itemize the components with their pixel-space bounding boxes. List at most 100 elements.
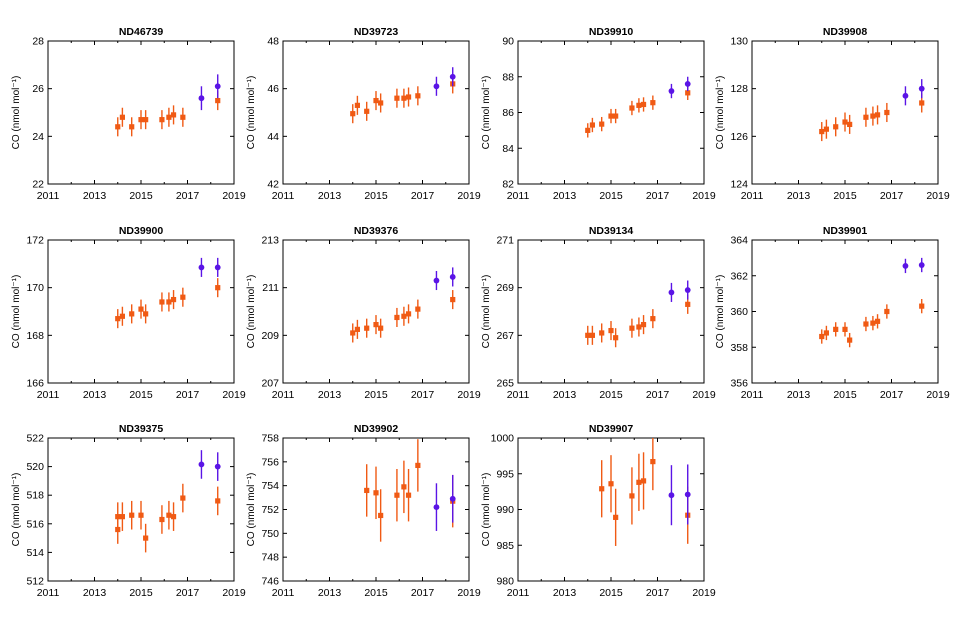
- y-tick-label: 518: [26, 490, 44, 502]
- panel-nd39902: ND39902 2011 2013 2015 2017 2019 746 748 750 752 7…: [246, 423, 481, 599]
- orange-square-point: [180, 495, 186, 501]
- data-layer: [585, 280, 691, 348]
- y-tick-label: 130: [730, 36, 748, 48]
- x-tick-label: 2015: [833, 190, 857, 202]
- y-tick-label: 44: [267, 131, 279, 143]
- orange-square-point: [405, 311, 412, 317]
- panel-title: ND39901: [823, 225, 868, 237]
- y-tick-label: 995: [496, 468, 514, 480]
- orange-square-point: [833, 326, 839, 332]
- orange-square-point: [166, 299, 172, 305]
- panel-nd39134: ND39134 2011 2013 2015 2017 2019 265 267 269 271 C…: [481, 225, 716, 401]
- panel-title: ND39134: [589, 225, 634, 237]
- x-tick-label: 2017: [411, 190, 435, 202]
- x-tick-label: 2011: [507, 389, 530, 401]
- y-tick-label: 42: [267, 179, 279, 191]
- blue-circle-point: [198, 264, 205, 271]
- orange-square-point: [823, 330, 829, 336]
- orange-square-point: [629, 325, 635, 331]
- x-tick-label: 2019: [222, 587, 246, 599]
- y-tick-label: 356: [730, 378, 748, 390]
- orange-square-point: [129, 311, 135, 317]
- data-layer: [350, 67, 456, 124]
- y-tick-label: 170: [26, 282, 44, 294]
- panel-nd39907: ND39907 2011 2013 2015 2017 2019 980 985 990 995 1…: [481, 423, 716, 599]
- panel-nd39376: ND39376 2011 2013 2015 2017 2019 207 209 211 213 C…: [246, 225, 481, 401]
- x-tick-label: 2019: [692, 587, 716, 599]
- panel-nd39723: ND39723 2011 2013 2015 2017 2019 42 44 46 48 CO (n…: [246, 26, 481, 202]
- y-axis-label: CO (nmol mol⁻¹): [11, 473, 22, 547]
- x-tick-label: 2011: [741, 190, 764, 202]
- blue-circle-point: [449, 274, 456, 280]
- y-tick-label: 166: [26, 378, 44, 390]
- panel-title: ND39908: [823, 26, 868, 38]
- data-layer: [115, 257, 221, 329]
- y-tick-label: 124: [730, 179, 748, 191]
- orange-square-point: [599, 330, 605, 336]
- y-tick-label: 267: [496, 330, 514, 342]
- orange-square-point: [394, 95, 400, 101]
- blue-circle-point: [668, 88, 675, 94]
- data-layer: [819, 257, 925, 348]
- orange-square-point: [215, 97, 221, 104]
- orange-square-point: [599, 486, 605, 492]
- blue-circle-point: [433, 277, 440, 284]
- y-tick-label: 364: [730, 235, 748, 247]
- x-tick-label: 2011: [272, 190, 295, 202]
- y-tick-label: 520: [26, 461, 44, 473]
- orange-square-point: [640, 101, 647, 108]
- orange-square-point: [119, 114, 125, 120]
- orange-square-point: [847, 121, 853, 128]
- x-tick-label: 2017: [646, 389, 670, 401]
- y-tick-label: 514: [26, 547, 44, 559]
- y-tick-label: 754: [261, 480, 279, 492]
- y-tick-label: 985: [496, 540, 514, 552]
- data-layer: [350, 267, 456, 343]
- blue-circle-point: [214, 264, 221, 271]
- orange-square-point: [405, 94, 412, 100]
- y-tick-label: 752: [261, 504, 279, 516]
- orange-square-point: [143, 117, 149, 123]
- y-tick-label: 48: [267, 36, 279, 48]
- orange-square-point: [394, 492, 400, 498]
- orange-square-point: [115, 514, 121, 520]
- y-axis-label: CO (nmol mol⁻¹): [715, 275, 726, 349]
- panel-title: ND39900: [119, 225, 164, 237]
- x-tick-label: 2011: [37, 389, 60, 401]
- orange-square-point: [884, 308, 890, 315]
- orange-square-point: [401, 313, 407, 319]
- orange-square-point: [129, 124, 135, 130]
- orange-square-point: [819, 128, 825, 135]
- data-layer: [115, 450, 221, 553]
- y-tick-label: 211: [262, 282, 279, 294]
- data-layer: [585, 76, 691, 138]
- orange-square-point: [115, 124, 121, 130]
- y-tick-label: 128: [730, 83, 748, 95]
- orange-square-point: [629, 105, 635, 111]
- data-layer: [364, 439, 456, 542]
- y-tick-label: 172: [26, 235, 44, 247]
- x-tick-label: 2015: [364, 587, 388, 599]
- orange-square-point: [354, 102, 360, 108]
- orange-square-point: [589, 122, 595, 128]
- orange-square-point: [170, 514, 177, 520]
- orange-square-point: [589, 332, 595, 338]
- x-tick-label: 2011: [507, 190, 530, 202]
- y-tick-label: 126: [730, 131, 748, 143]
- orange-square-point: [819, 333, 825, 340]
- orange-square-point: [401, 484, 407, 490]
- y-axis-label: CO (nmol mol⁻¹): [11, 275, 22, 349]
- x-tick-label: 2015: [129, 587, 153, 599]
- y-axis-label: CO (nmol mol⁻¹): [481, 275, 492, 349]
- orange-square-point: [415, 462, 421, 469]
- plot-frame: [751, 239, 939, 384]
- orange-square-point: [636, 102, 642, 108]
- x-tick-label: 2019: [222, 190, 246, 202]
- y-tick-label: 82: [502, 179, 514, 191]
- orange-square-point: [373, 490, 379, 496]
- panel-nd39375: ND39375 2011 2013 2015 2017 2019 512 514 516 518 5…: [11, 423, 246, 599]
- orange-square-point: [870, 320, 876, 326]
- x-tick-label: 2019: [457, 587, 481, 599]
- orange-square-point: [129, 512, 135, 518]
- orange-square-point: [847, 337, 853, 343]
